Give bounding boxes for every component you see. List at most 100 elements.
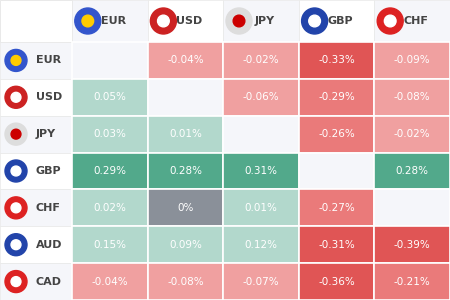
Circle shape — [75, 8, 101, 34]
Circle shape — [309, 15, 320, 27]
Text: USD: USD — [176, 16, 202, 26]
Text: USD: USD — [36, 92, 62, 102]
Bar — [148, 153, 223, 189]
Circle shape — [226, 8, 252, 34]
Bar — [299, 42, 374, 79]
Circle shape — [150, 8, 176, 34]
Circle shape — [377, 8, 403, 34]
Bar — [148, 116, 223, 153]
Bar — [374, 0, 450, 42]
Bar — [299, 79, 374, 116]
Text: 0.01%: 0.01% — [169, 129, 202, 139]
Bar — [374, 226, 450, 263]
Bar — [299, 153, 374, 189]
Bar — [374, 42, 450, 79]
Text: 0.05%: 0.05% — [93, 92, 126, 102]
Circle shape — [82, 15, 94, 27]
Text: 0.29%: 0.29% — [93, 166, 126, 176]
Text: CHF: CHF — [36, 203, 61, 213]
Text: -0.21%: -0.21% — [394, 277, 431, 286]
Circle shape — [5, 160, 27, 182]
Text: EUR: EUR — [101, 16, 126, 26]
Text: -0.26%: -0.26% — [318, 129, 355, 139]
Circle shape — [302, 8, 328, 34]
Bar — [223, 189, 299, 226]
Circle shape — [158, 15, 169, 27]
Bar — [299, 226, 374, 263]
Text: 0.15%: 0.15% — [93, 240, 126, 250]
Bar — [0, 116, 72, 153]
Bar — [72, 226, 148, 263]
Bar — [0, 79, 72, 116]
Bar — [299, 0, 374, 42]
Text: -0.31%: -0.31% — [318, 240, 355, 250]
Bar — [223, 42, 299, 79]
Text: -0.04%: -0.04% — [91, 277, 128, 286]
Bar — [148, 42, 223, 79]
Bar — [72, 153, 148, 189]
Bar — [0, 42, 72, 79]
Text: -0.27%: -0.27% — [318, 203, 355, 213]
Bar — [148, 79, 223, 116]
Bar — [148, 189, 223, 226]
Bar — [0, 263, 72, 300]
Text: -0.06%: -0.06% — [243, 92, 279, 102]
Circle shape — [11, 240, 21, 250]
Text: 0.31%: 0.31% — [244, 166, 278, 176]
Circle shape — [11, 203, 21, 213]
Bar — [223, 0, 299, 42]
Text: -0.04%: -0.04% — [167, 56, 204, 65]
Circle shape — [5, 50, 27, 71]
Bar — [148, 226, 223, 263]
Circle shape — [11, 92, 21, 102]
Circle shape — [11, 129, 21, 139]
Text: -0.39%: -0.39% — [394, 240, 431, 250]
Circle shape — [5, 234, 27, 256]
Text: CHF: CHF — [404, 16, 429, 26]
Text: -0.02%: -0.02% — [243, 56, 279, 65]
Text: -0.33%: -0.33% — [318, 56, 355, 65]
Bar — [374, 79, 450, 116]
Circle shape — [5, 197, 27, 219]
Text: -0.08%: -0.08% — [394, 92, 431, 102]
Bar — [223, 153, 299, 189]
Bar — [223, 79, 299, 116]
Bar — [72, 189, 148, 226]
Bar — [0, 226, 72, 263]
Circle shape — [233, 15, 245, 27]
Text: -0.07%: -0.07% — [243, 277, 279, 286]
Text: 0.01%: 0.01% — [244, 203, 278, 213]
Text: GBP: GBP — [36, 166, 62, 176]
Bar — [374, 189, 450, 226]
Bar — [374, 116, 450, 153]
Bar — [72, 42, 148, 79]
Bar — [223, 226, 299, 263]
Text: JPY: JPY — [36, 129, 56, 139]
Bar — [299, 189, 374, 226]
Bar — [0, 0, 72, 42]
Circle shape — [5, 271, 27, 292]
Bar — [148, 263, 223, 300]
Text: EUR: EUR — [36, 56, 61, 65]
Text: 0.09%: 0.09% — [169, 240, 202, 250]
Bar — [223, 116, 299, 153]
Bar — [0, 153, 72, 189]
Bar — [374, 153, 450, 189]
Text: AUD: AUD — [36, 240, 63, 250]
Text: 0.03%: 0.03% — [93, 129, 126, 139]
Text: -0.09%: -0.09% — [394, 56, 431, 65]
Bar — [72, 116, 148, 153]
Bar — [223, 263, 299, 300]
Text: -0.08%: -0.08% — [167, 277, 204, 286]
Bar — [72, 0, 148, 42]
Circle shape — [11, 56, 21, 65]
Bar — [0, 189, 72, 226]
Text: 0.02%: 0.02% — [93, 203, 126, 213]
Text: -0.36%: -0.36% — [318, 277, 355, 286]
Circle shape — [11, 277, 21, 286]
Text: GBP: GBP — [328, 16, 353, 26]
Text: 0.28%: 0.28% — [169, 166, 202, 176]
Text: 0.28%: 0.28% — [396, 166, 429, 176]
Circle shape — [5, 123, 27, 145]
Bar — [72, 263, 148, 300]
